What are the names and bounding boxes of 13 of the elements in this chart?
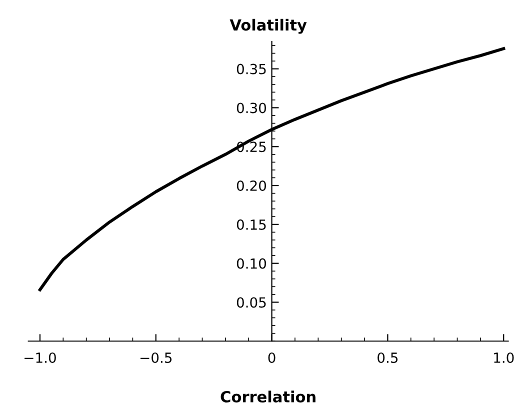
y-tick-label: 0.35 (236, 64, 266, 74)
x-tick-label: −1.0 (24, 352, 56, 363)
y-tick-label: 0.15 (236, 219, 266, 230)
x-axis-title: Correlation (220, 390, 316, 402)
x-tick-label: 1.0 (494, 352, 514, 363)
y-tick-label: 0.10 (236, 258, 266, 269)
y-tick-label: 0.30 (236, 102, 266, 114)
x-tick-label: 0.5 (378, 352, 398, 363)
y-tick-label: 0.05 (236, 297, 266, 308)
x-tick-label: −0.5 (140, 352, 172, 363)
y-tick-label: 0.20 (236, 180, 266, 191)
chart-title: Volatility (230, 18, 307, 34)
x-tick-label: 0 (268, 352, 276, 363)
